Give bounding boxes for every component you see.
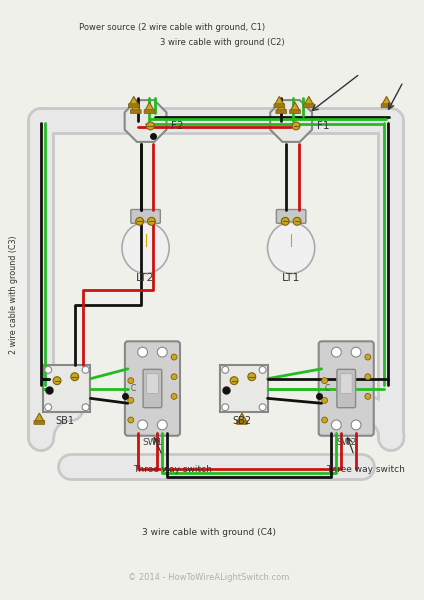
Circle shape <box>45 404 52 410</box>
FancyBboxPatch shape <box>340 374 352 394</box>
Circle shape <box>138 420 148 430</box>
FancyBboxPatch shape <box>34 421 45 424</box>
Polygon shape <box>34 413 44 422</box>
Polygon shape <box>304 97 314 105</box>
Circle shape <box>292 122 300 130</box>
Polygon shape <box>270 100 312 142</box>
Text: SB2: SB2 <box>232 416 251 426</box>
Circle shape <box>332 420 341 430</box>
FancyBboxPatch shape <box>147 374 158 394</box>
Polygon shape <box>145 103 154 111</box>
FancyBboxPatch shape <box>276 209 306 223</box>
Ellipse shape <box>268 222 315 274</box>
Polygon shape <box>382 97 391 105</box>
Circle shape <box>322 378 327 383</box>
Circle shape <box>82 404 89 410</box>
Circle shape <box>157 347 167 357</box>
Circle shape <box>138 347 148 357</box>
Bar <box>43 365 90 412</box>
FancyBboxPatch shape <box>276 110 287 113</box>
Text: LT1: LT1 <box>282 274 300 283</box>
FancyBboxPatch shape <box>290 110 301 113</box>
Circle shape <box>128 397 134 403</box>
FancyBboxPatch shape <box>131 209 160 223</box>
FancyBboxPatch shape <box>130 110 141 113</box>
Polygon shape <box>129 97 139 105</box>
FancyBboxPatch shape <box>237 421 247 424</box>
FancyBboxPatch shape <box>274 104 285 108</box>
Circle shape <box>365 394 371 400</box>
FancyBboxPatch shape <box>285 221 297 231</box>
FancyBboxPatch shape <box>125 341 180 436</box>
Circle shape <box>136 217 144 225</box>
Text: Three way switch: Three way switch <box>326 465 405 474</box>
Bar <box>220 365 268 412</box>
Circle shape <box>128 417 134 423</box>
Circle shape <box>230 377 238 385</box>
Circle shape <box>148 217 156 225</box>
Polygon shape <box>276 103 286 111</box>
Circle shape <box>332 347 341 357</box>
Text: SW2: SW2 <box>336 437 356 446</box>
Polygon shape <box>274 97 284 105</box>
Circle shape <box>222 367 229 373</box>
Circle shape <box>259 367 266 373</box>
Text: Three way switch: Three way switch <box>133 465 212 474</box>
Circle shape <box>259 404 266 410</box>
Ellipse shape <box>122 222 169 274</box>
Circle shape <box>322 417 327 423</box>
Circle shape <box>343 386 349 391</box>
Circle shape <box>248 373 256 380</box>
FancyBboxPatch shape <box>139 221 151 231</box>
FancyBboxPatch shape <box>381 104 392 108</box>
Text: LT2: LT2 <box>136 274 155 283</box>
Circle shape <box>365 374 371 380</box>
Text: 3 wire cable with ground (C2): 3 wire cable with ground (C2) <box>160 38 285 47</box>
Circle shape <box>322 397 327 403</box>
Circle shape <box>365 354 371 360</box>
Circle shape <box>351 420 361 430</box>
Circle shape <box>82 367 89 373</box>
FancyBboxPatch shape <box>319 341 374 436</box>
FancyBboxPatch shape <box>144 110 155 113</box>
Circle shape <box>157 420 167 430</box>
Circle shape <box>71 373 79 380</box>
Circle shape <box>53 377 61 385</box>
FancyBboxPatch shape <box>304 104 314 108</box>
Circle shape <box>222 404 229 410</box>
Polygon shape <box>237 413 247 422</box>
Circle shape <box>147 122 154 130</box>
FancyBboxPatch shape <box>128 104 139 108</box>
Circle shape <box>281 217 289 225</box>
Text: C: C <box>131 384 136 393</box>
Circle shape <box>293 217 301 225</box>
Text: SW1: SW1 <box>142 437 163 446</box>
FancyBboxPatch shape <box>337 370 356 407</box>
Text: F1: F1 <box>317 121 329 131</box>
Circle shape <box>45 367 52 373</box>
FancyBboxPatch shape <box>143 370 162 407</box>
Circle shape <box>171 374 177 380</box>
Polygon shape <box>125 100 167 142</box>
Circle shape <box>171 354 177 360</box>
Text: 3 wire cable with ground (C4): 3 wire cable with ground (C4) <box>142 528 276 537</box>
Text: Power source (2 wire cable with ground, C1): Power source (2 wire cable with ground, … <box>79 23 265 32</box>
Text: C: C <box>324 384 330 393</box>
Circle shape <box>128 378 134 383</box>
Text: 2 wire cable with ground (C3): 2 wire cable with ground (C3) <box>9 236 18 355</box>
Polygon shape <box>290 103 300 111</box>
Text: SB1: SB1 <box>56 416 75 426</box>
Text: © 2014 - HowToWireALightSwitch.com: © 2014 - HowToWireALightSwitch.com <box>128 574 289 583</box>
Text: F2: F2 <box>171 121 184 131</box>
Circle shape <box>351 347 361 357</box>
Circle shape <box>150 386 156 391</box>
Circle shape <box>171 394 177 400</box>
Polygon shape <box>131 103 141 111</box>
